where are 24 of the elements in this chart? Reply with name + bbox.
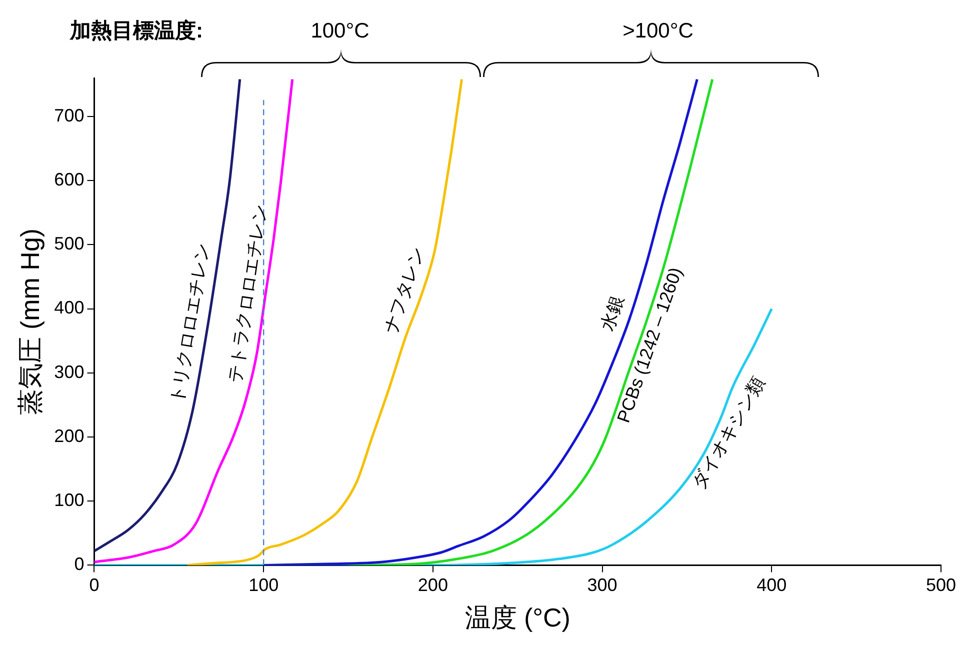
y-tick-label: 300 — [54, 362, 84, 382]
x-tick-label: 100 — [248, 574, 279, 595]
x-tick-label: 500 — [926, 574, 956, 595]
y-tick-label: 500 — [54, 234, 84, 254]
text: ダイオキシン類 — [688, 374, 769, 493]
y-tick-label: 100 — [54, 490, 84, 510]
text: テトラクロロエチレン — [224, 202, 270, 384]
text: 加熱目標温度: — [69, 18, 203, 42]
text: 100°C — [310, 19, 370, 42]
x-tick-label: 200 — [418, 574, 448, 595]
text: トリクロロエチレン — [166, 242, 214, 405]
x-tick-label: 400 — [756, 574, 787, 595]
y-tick-label: 200 — [54, 426, 84, 446]
text: 水銀 — [597, 292, 628, 334]
y-tick-label: 0 — [74, 554, 84, 574]
text: >100°C — [622, 19, 694, 42]
x-tick-label: 300 — [587, 574, 618, 595]
x-tick-label: 0 — [89, 574, 100, 595]
x-axis-title: 温度 (°C) — [464, 602, 570, 633]
y-tick-label: 600 — [54, 170, 84, 190]
text: ナフタレン — [380, 244, 428, 336]
y-axis-title: 蒸気圧 (mm Hg) — [14, 228, 45, 415]
y-tick-label: 700 — [54, 105, 84, 126]
y-tick-label: 400 — [54, 298, 84, 318]
